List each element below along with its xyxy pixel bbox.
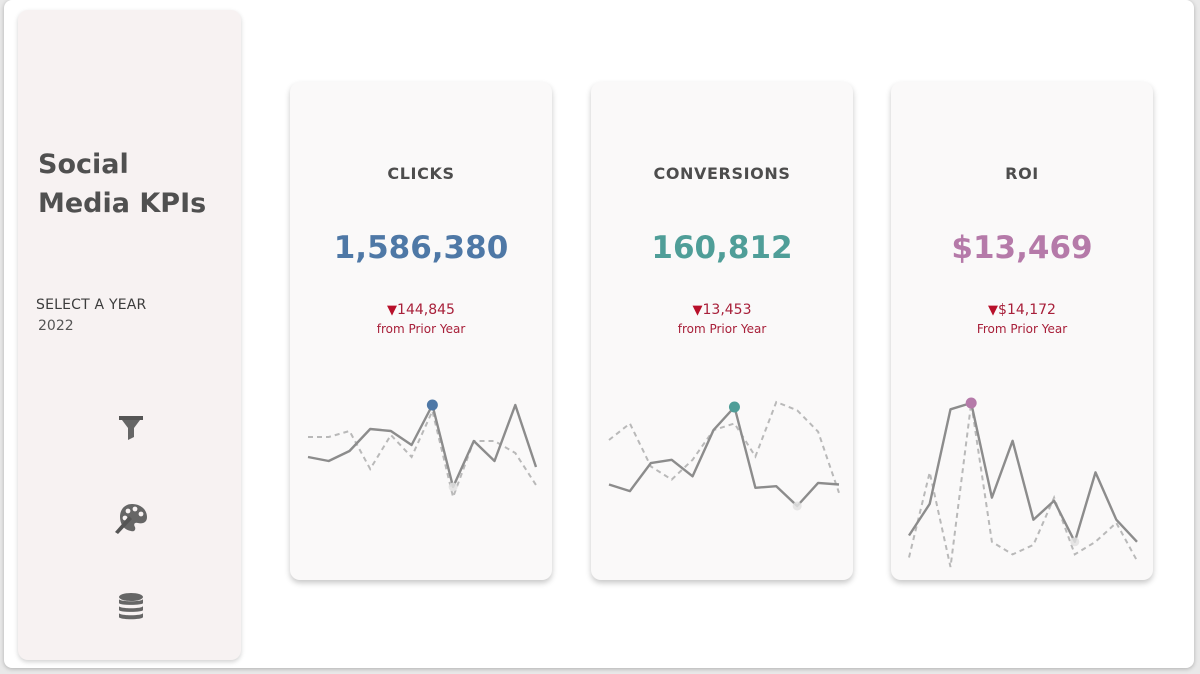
kpi-card-clicks: CLICKS 1,586,380 ▼144,845 from Prior Yea… [290, 82, 552, 580]
kpi-delta-value: 13,453 [702, 302, 752, 318]
prior-year-line [308, 407, 537, 501]
kpi-title: CLICKS [387, 164, 455, 183]
kpi-value: $13,469 [951, 230, 1093, 266]
down-arrow-icon: ▼ [692, 303, 703, 318]
kpi-card-conversions: CONVERSIONS 160,812 ▼13,453 from Prior Y… [591, 82, 853, 580]
kpi-delta-caption: from Prior Year [677, 322, 767, 336]
year-filter-label: SELECT A YEAR [36, 297, 147, 313]
min-point-marker[interactable] [1070, 537, 1080, 547]
kpi-delta: ▼13,453 [591, 302, 853, 318]
kpi-card-roi: ROI $13,469 ▼$14,172 From Prior Year [891, 82, 1153, 580]
kpi-value: 1,586,380 [333, 230, 509, 266]
kpi-value: 160,812 [651, 230, 793, 266]
current-year-line [307, 403, 538, 489]
current-year-line [608, 405, 840, 508]
sidebar: Social Media KPIs SELECT A YEAR 2022 [18, 10, 241, 660]
database-icon[interactable] [110, 586, 152, 628]
kpi-delta-caption: From Prior Year [976, 322, 1068, 336]
palette-icon[interactable] [110, 496, 152, 538]
kpi-delta-caption: from Prior Year [376, 322, 466, 336]
kpi-delta: ▼144,845 [290, 302, 552, 318]
year-filter-value[interactable]: 2022 [38, 318, 74, 334]
dashboard-title: Social Media KPIs [38, 149, 207, 219]
kpi-delta: ▼$14,172 [891, 302, 1153, 318]
kpi-delta-value: 144,845 [397, 302, 455, 318]
clicks-sparkline[interactable] [290, 82, 552, 580]
funnel-icon[interactable] [110, 406, 152, 448]
min-point-marker[interactable] [792, 501, 802, 511]
prior-year-line [908, 402, 1138, 568]
roi-sparkline[interactable] [891, 82, 1153, 580]
kpi-title: ROI [1005, 164, 1039, 183]
max-point-marker[interactable] [965, 397, 977, 409]
conversions-sparkline[interactable] [591, 82, 853, 580]
current-year-line [907, 401, 1138, 543]
kpi-delta-value: $14,172 [998, 302, 1056, 318]
down-arrow-icon: ▼ [988, 303, 999, 318]
prior-year-line [608, 400, 840, 494]
max-point-marker[interactable] [426, 399, 438, 411]
kpi-title: CONVERSIONS [653, 164, 791, 183]
min-point-marker[interactable] [448, 482, 458, 492]
max-point-marker[interactable] [728, 401, 740, 413]
down-arrow-icon: ▼ [387, 303, 398, 318]
